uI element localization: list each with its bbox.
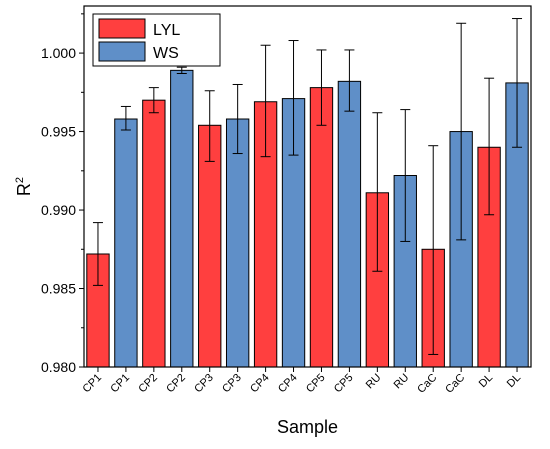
y-tick-label: 1.000 [41, 45, 76, 61]
legend-items: LYL WS [98, 18, 180, 62]
x-category-label: RU [392, 372, 412, 392]
y-axis-title-main: R [14, 183, 34, 196]
x-category-label: DL [505, 372, 523, 390]
x-category-label: CP1 [80, 372, 104, 396]
plot-frame [83, 5, 532, 368]
x-category-label: DL [477, 372, 495, 390]
y-tick-label: 0.985 [41, 281, 76, 297]
x-category-label: CP2 [164, 372, 188, 396]
error-bar [120, 105, 131, 131]
y-axis: 0.980 0.985 0.990 0.995 1.000 [41, 13, 84, 375]
y-axis-title-superscript: 2 [14, 177, 26, 183]
error-bar [148, 87, 159, 114]
x-category-label: CaC [443, 372, 467, 396]
x-category-label: CaC [415, 372, 439, 396]
y-tick-label: 0.980 [41, 359, 76, 375]
x-axis-title: Sample [277, 417, 338, 437]
legend-swatch [98, 41, 146, 62]
error-bar [232, 83, 243, 155]
y-axis-title: R2 [14, 177, 34, 196]
error-bar [372, 112, 383, 272]
bar [309, 87, 334, 368]
x-category-label: RU [364, 372, 384, 392]
bar [114, 118, 138, 368]
error-bar [204, 90, 215, 162]
error-bar [316, 49, 327, 126]
x-category-label: CP4 [248, 372, 272, 396]
x-category-label: CP5 [332, 372, 356, 396]
error-bar [176, 66, 187, 74]
x-category-label: CP3 [220, 372, 244, 396]
legend-label: LYL [153, 22, 180, 39]
error-bar [428, 145, 439, 355]
bar [337, 80, 362, 368]
legend-swatch [98, 18, 146, 39]
x-category-label: CP5 [304, 372, 328, 396]
legend-label: WS [153, 45, 179, 62]
error-bar [400, 109, 411, 242]
x-category-label: CP4 [276, 372, 300, 396]
error-bars-layer [92, 18, 523, 355]
error-bar [484, 77, 495, 216]
error-bar [456, 22, 467, 241]
error-bar [92, 222, 103, 286]
bar [225, 118, 250, 368]
x-category-label: CP1 [108, 372, 132, 396]
error-bar [260, 44, 271, 158]
y-tick-label: 0.995 [41, 124, 76, 140]
legend-item: LYL [98, 18, 180, 39]
bar [142, 99, 166, 368]
error-bar [288, 40, 299, 156]
x-category-label: CP3 [192, 372, 216, 396]
bars-layer [86, 69, 529, 368]
error-bar [512, 18, 523, 148]
y-tick-label: 0.990 [41, 202, 76, 218]
x-axis: CP1 CP1 CP2 CP2 CP3 CP3 CP4 CP4 CP5 CP5 RU RU CaC CaC… [80, 367, 523, 396]
legend: LYL WS [92, 13, 221, 67]
x-category-label: CP2 [136, 372, 160, 396]
legend-item: WS [98, 41, 179, 62]
bar [170, 69, 194, 368]
error-bar [344, 49, 355, 112]
